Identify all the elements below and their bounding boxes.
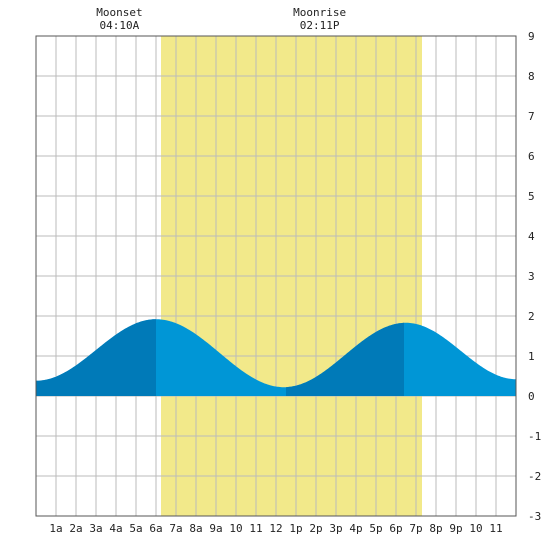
x-tick-label: 4p <box>349 522 362 535</box>
moonset-time: 04:10A <box>100 19 140 32</box>
y-tick-label: -1 <box>528 430 541 443</box>
tide-area-night-segment <box>286 322 404 396</box>
x-tick-label: 7a <box>169 522 182 535</box>
x-tick-label: 4a <box>109 522 122 535</box>
y-tick-label: 5 <box>528 190 535 203</box>
grid-layer <box>36 35 516 517</box>
x-tick-label: 3p <box>329 522 342 535</box>
x-tick-label: 10 <box>469 522 482 535</box>
y-tick-label: -3 <box>528 510 541 523</box>
x-tick-label: 1a <box>49 522 62 535</box>
y-tick-label: -2 <box>528 470 541 483</box>
x-tick-label: 6p <box>389 522 402 535</box>
y-tick-label: 2 <box>528 310 535 323</box>
x-tick-label: 11 <box>249 522 262 535</box>
x-tick-label: 8a <box>189 522 202 535</box>
y-tick-label: 9 <box>528 30 535 43</box>
x-tick-label: 1p <box>289 522 302 535</box>
tide-area-night-segment <box>36 319 156 396</box>
x-tick-label: 9p <box>449 522 462 535</box>
x-tick-label: 2a <box>69 522 82 535</box>
moonrise-time: 02:11P <box>300 19 340 32</box>
y-tick-label: 7 <box>528 110 535 123</box>
axis-layer: 1a 2a 3a 4a 5a 6a 7a 8a 9a 10 11 12 1p 2p 3p 4p 5p 6p 7p 8p… <box>35 30 541 535</box>
plot-border <box>35 35 517 517</box>
moonset-label: Moonset <box>96 6 142 19</box>
y-tick-label: 3 <box>528 270 535 283</box>
y-tick-label: 6 <box>528 150 535 163</box>
x-tick-label: 11 <box>489 522 502 535</box>
x-tick-label: 3a <box>89 522 102 535</box>
x-tick-label: 10 <box>229 522 242 535</box>
x-tick-label: 7p <box>409 522 422 535</box>
x-tick-label: 9a <box>209 522 222 535</box>
x-tick-label: 5a <box>129 522 142 535</box>
x-tick-label: 12 <box>269 522 282 535</box>
y-tick-label: 1 <box>528 350 535 363</box>
x-tick-label: 6a <box>149 522 162 535</box>
moonrise-label: Moonrise <box>293 6 346 19</box>
label-layer: Moonset 04:10A Moonrise 02:11P <box>96 6 346 32</box>
x-tick-label: 8p <box>429 522 442 535</box>
tide-area-layer <box>36 319 516 396</box>
x-tick-label: 5p <box>369 522 382 535</box>
y-tick-label: 0 <box>528 390 535 403</box>
y-tick-label: 4 <box>528 230 535 243</box>
x-tick-label: 2p <box>309 522 322 535</box>
y-tick-label: 8 <box>528 70 535 83</box>
